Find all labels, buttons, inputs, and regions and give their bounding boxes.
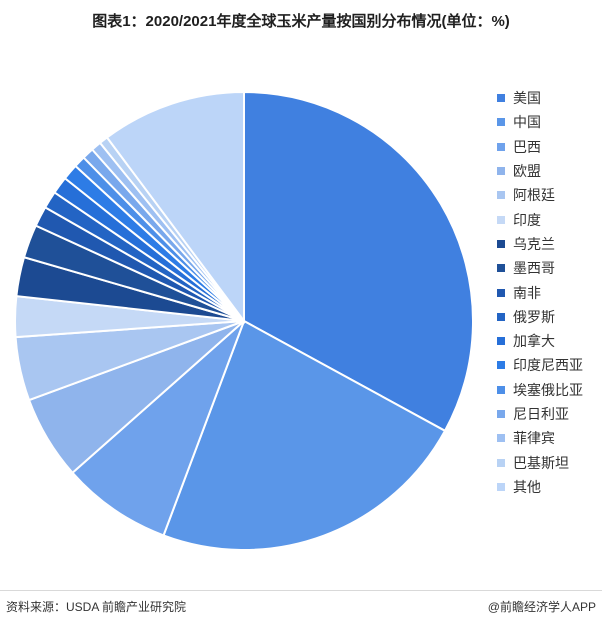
legend-swatch: [497, 434, 505, 443]
legend-label: 印度: [513, 211, 541, 228]
legend-swatch: [497, 191, 505, 200]
chart-title: 图表1：2020/2021年度全球玉米产量按国别分布情况(单位：%): [92, 13, 510, 30]
legend-item: 阿根廷: [497, 183, 599, 207]
legend-item: 俄罗斯: [497, 305, 599, 329]
legend-swatch: [497, 94, 505, 103]
pie-slice-17: [105, 90, 245, 325]
legend-swatch: [497, 458, 505, 467]
legend-item: 其他: [497, 475, 599, 499]
legend-swatch: [497, 337, 505, 346]
legend-label: 尼日利亚: [513, 406, 569, 422]
legend-label: 巴西: [513, 138, 541, 155]
legend-item: 印度: [497, 207, 599, 231]
legend-label: 南非: [513, 284, 541, 301]
legend-label: 加拿大: [513, 333, 555, 350]
legend-item: 美国: [497, 86, 599, 110]
pie-slice-1: [243, 90, 474, 433]
legend-label: 菲律宾: [513, 430, 555, 447]
legend-label: 乌克兰: [513, 235, 555, 252]
legend-label: 墨西哥: [513, 260, 555, 277]
legend-item: 埃塞俄比亚: [497, 378, 599, 402]
legend-item: 巴基斯坦: [497, 450, 599, 474]
legend-item: 印度尼西亚: [497, 353, 599, 377]
legend-item: 巴西: [497, 135, 599, 159]
legend-label: 美国: [513, 90, 541, 107]
legend-item: 乌克兰: [497, 232, 599, 256]
legend-swatch: [497, 142, 505, 151]
legend-item: 南非: [497, 280, 599, 304]
legend-item: 菲律宾: [497, 426, 599, 450]
legend-label: 印度尼西亚: [513, 357, 583, 374]
legend-item: 加拿大: [497, 329, 599, 353]
legend-swatch: [497, 239, 505, 248]
legend-item: 尼日利亚: [497, 402, 599, 426]
legend-label: 巴基斯坦: [513, 454, 569, 471]
legend-label: 埃塞俄比亚: [513, 381, 583, 398]
legend-item: 墨西哥: [497, 256, 599, 280]
legend-swatch: [497, 312, 505, 321]
legend-swatch: [497, 264, 505, 273]
pie-slice-2: [162, 319, 447, 551]
legend-swatch: [497, 118, 505, 127]
legend-swatch: [497, 288, 505, 297]
legend-swatch: [497, 361, 505, 370]
legend-swatch: [497, 167, 505, 176]
legend-label: 中国: [513, 114, 541, 131]
legend-swatch: [497, 482, 505, 491]
brand-credit: @前瞻经济学人APP: [487, 600, 596, 614]
source-note: 资料来源：USDA 前瞻产业研究院: [6, 600, 187, 614]
legend: 美国中国巴西欧盟阿根廷印度乌克兰墨西哥南非俄罗斯加拿大印度尼西亚埃塞俄比亚尼日利…: [497, 86, 599, 499]
legend-label: 其他: [513, 478, 541, 495]
legend-label: 阿根廷: [513, 187, 555, 204]
pie-slice-3: [71, 320, 245, 537]
legend-item: 中国: [497, 110, 599, 134]
legend-label: 俄罗斯: [513, 308, 555, 325]
legend-swatch: [497, 215, 505, 224]
legend-swatch: [497, 385, 505, 394]
legend-swatch: [497, 410, 505, 418]
legend-label: 欧盟: [513, 163, 541, 180]
legend-item: 欧盟: [497, 159, 599, 183]
pie-chart: [14, 90, 474, 551]
footer-divider: [0, 590, 602, 591]
